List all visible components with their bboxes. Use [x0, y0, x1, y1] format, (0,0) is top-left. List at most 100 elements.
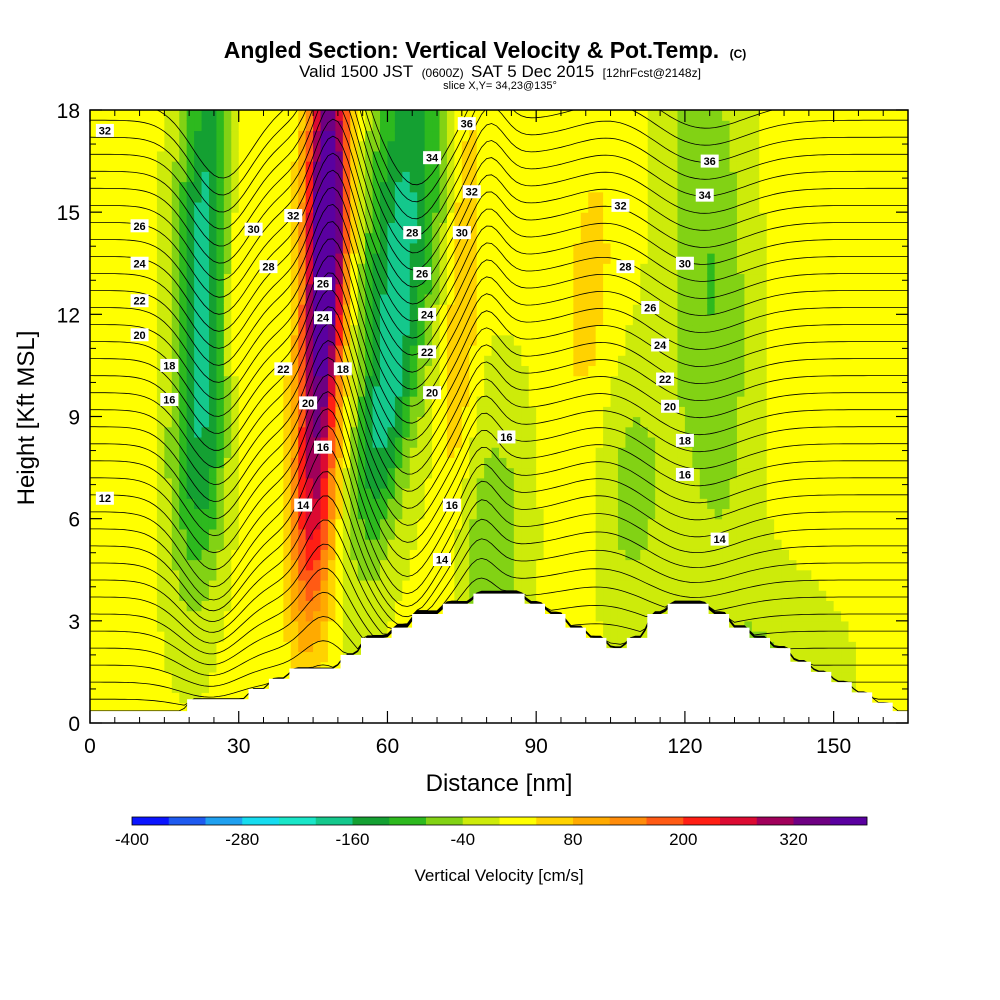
velocity-cell	[565, 181, 574, 193]
velocity-cell	[305, 426, 314, 438]
velocity-cell	[469, 273, 478, 285]
velocity-cell	[156, 181, 165, 193]
velocity-cell	[156, 242, 165, 254]
velocity-cell	[409, 253, 418, 264]
velocity-cell	[402, 385, 411, 397]
velocity-cell	[149, 406, 158, 418]
velocity-cell	[342, 579, 351, 591]
velocity-cell	[156, 579, 165, 591]
velocity-cell	[476, 283, 485, 295]
velocity-cell	[551, 201, 560, 213]
velocity-cell	[543, 181, 552, 193]
velocity-cell	[491, 355, 500, 367]
velocity-cell	[536, 569, 545, 581]
velocity-cell	[246, 549, 255, 561]
velocity-cell	[387, 426, 396, 438]
velocity-cell	[149, 344, 158, 356]
velocity-cell	[647, 559, 656, 571]
velocity-cell	[298, 334, 307, 346]
velocity-cell	[446, 212, 455, 223]
velocity-cell	[216, 263, 225, 275]
velocity-cell	[305, 385, 314, 397]
velocity-cell	[313, 375, 322, 387]
velocity-cell	[655, 406, 664, 418]
velocity-cell	[380, 549, 389, 561]
velocity-cell	[617, 273, 627, 285]
velocity-cell	[171, 498, 180, 510]
velocity-cell	[275, 314, 284, 326]
velocity-cell	[261, 242, 270, 254]
velocity-cell	[246, 661, 255, 673]
velocity-cell	[156, 201, 165, 213]
velocity-cell	[528, 375, 537, 387]
velocity-cell	[268, 528, 277, 540]
velocity-cell	[149, 436, 158, 448]
velocity-cell	[156, 222, 165, 234]
velocity-cell	[409, 283, 418, 295]
velocity-cell	[499, 518, 508, 530]
velocity-cell	[268, 610, 277, 622]
velocity-cell	[127, 201, 136, 213]
valid-date: SAT 5 Dec 2015	[471, 62, 594, 81]
velocity-cell	[246, 416, 255, 428]
velocity-cell	[670, 283, 679, 295]
velocity-cell	[142, 130, 151, 142]
velocity-cell	[112, 539, 121, 550]
velocity-cell	[335, 344, 344, 356]
velocity-cell	[625, 344, 634, 356]
velocity-cell	[127, 569, 136, 581]
velocity-cell	[171, 447, 180, 458]
velocity-cell	[179, 682, 188, 693]
velocity-cell	[283, 610, 292, 622]
velocity-cell	[268, 569, 277, 581]
velocity-cell	[461, 590, 470, 601]
velocity-cell	[142, 273, 151, 285]
velocity-cell	[290, 232, 299, 244]
velocity-cell	[543, 467, 552, 479]
velocity-cell	[476, 528, 485, 540]
velocity-cell	[558, 120, 567, 132]
velocity-cell	[394, 150, 403, 162]
velocity-cell	[327, 620, 336, 632]
velocity-cell	[469, 457, 478, 469]
velocity-cell	[253, 293, 262, 305]
velocity-cell	[417, 324, 426, 336]
velocity-cell	[558, 365, 567, 377]
velocity-cell	[640, 130, 649, 142]
velocity-cell	[134, 447, 143, 458]
velocity-cell	[365, 396, 374, 407]
velocity-cell	[432, 590, 441, 601]
velocity-cell	[90, 590, 99, 601]
velocity-cell	[268, 191, 277, 203]
velocity-cell	[97, 641, 106, 653]
velocity-cell	[320, 140, 329, 152]
velocity-cell	[677, 130, 686, 142]
velocity-cell	[238, 671, 247, 683]
velocity-cell	[238, 191, 247, 203]
velocity-cell	[238, 232, 247, 244]
velocity-cell	[699, 110, 708, 121]
velocity-cell	[194, 641, 203, 653]
velocity-cell	[268, 293, 277, 305]
velocity-cell	[491, 344, 500, 356]
velocity-cell	[543, 201, 552, 213]
velocity-cell	[112, 620, 121, 632]
velocity-cell	[201, 242, 210, 254]
velocity-cell	[134, 671, 143, 683]
velocity-cell	[238, 692, 247, 704]
velocity-cell	[97, 365, 106, 377]
velocity-cell	[261, 661, 270, 673]
velocity-cell	[632, 304, 641, 315]
velocity-cell	[275, 579, 284, 591]
velocity-cell	[573, 253, 582, 264]
velocity-cell	[528, 344, 537, 356]
velocity-cell	[573, 263, 582, 275]
velocity-cell	[603, 130, 612, 142]
velocity-cell	[112, 110, 121, 121]
velocity-cell	[439, 263, 448, 275]
velocity-cell	[327, 212, 336, 223]
velocity-cell	[595, 140, 604, 152]
velocity-cell	[409, 590, 418, 601]
velocity-cell	[134, 171, 143, 183]
velocity-cell	[372, 110, 381, 121]
